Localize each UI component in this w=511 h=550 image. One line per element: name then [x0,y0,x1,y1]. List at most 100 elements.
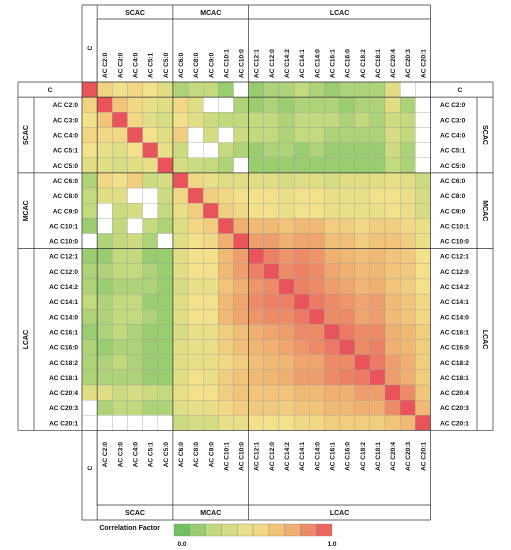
heatmap-cell [233,324,249,340]
heatmap-cell [142,157,158,174]
heatmap-cell [384,233,401,249]
heatmap-cell [218,233,234,249]
axis-labels: C C C C AC C2:0 AC C2:0 AC C2:0 AC C2:0 AC C3:0 A… [48,45,470,471]
heatmap-cell [415,233,431,249]
heatmap-cell [203,203,219,219]
heatmap-cell [203,263,219,280]
heatmap-cell [278,172,295,189]
heatmap-cell [339,339,355,355]
heatmap-cell [157,263,174,280]
heatmap-cell [203,172,219,189]
heatmap-cell [203,187,219,204]
heatmap-cell [324,187,340,204]
heatmap-cell [203,112,219,128]
heatmap-cell [157,112,174,128]
row-label-left: AC C20:3 [49,405,78,412]
heatmap-cell [203,127,219,143]
heatmap-cell [248,293,264,310]
heatmap-cell [324,399,340,416]
heatmap-cell [278,112,295,128]
heatmap-cell [248,81,264,98]
heatmap-cell [203,218,219,234]
heatmap-cell [293,172,310,189]
column-label-bottom: AC C10:1 [223,442,230,471]
heatmap-cell [97,112,113,128]
heatmap-cell [384,97,401,113]
heatmap-cell [369,309,386,325]
heatmap-cell [97,324,113,340]
heatmap-cell [142,112,158,128]
heatmap-cell [127,263,143,280]
heatmap-cell [354,172,371,189]
heatmap-cell [187,263,204,280]
heatmap-cell [309,248,325,264]
heatmap-cell [369,203,386,219]
heatmap-cell [384,339,401,355]
heatmap-cell [339,218,355,234]
heatmap-cell [339,172,355,189]
heatmap-cell [354,248,371,264]
heatmap-cell [369,112,386,128]
heatmap-cell [233,293,249,310]
heatmap-cell [187,384,204,401]
heatmap-cell [233,142,249,158]
heatmap-cell [157,278,174,295]
heatmap-cell [399,399,416,416]
column-label-bottom: AC C12:0 [269,442,276,471]
heatmap-cell [399,203,416,219]
heatmap-cell [354,324,371,340]
heatmap-cell [233,157,249,174]
heatmap-cell [248,157,264,174]
colorbar-swatch [221,523,238,537]
heatmap-cell [384,399,401,416]
heatmap-cell [399,263,416,280]
group-header-right: MCAC [481,200,488,221]
row-label-right: AC C18:2 [440,360,469,367]
heatmap-cell [97,263,113,280]
heatmap-cell [339,142,355,158]
heatmap-cell [97,293,113,310]
heatmap-cell [97,218,113,234]
heatmap-cell [309,97,325,113]
heatmap-cell [187,142,204,158]
heatmap-cell [187,233,204,249]
heatmap-cell [112,309,128,325]
column-label-top: AC C18:2 [360,49,367,78]
heatmap-cell [293,293,310,310]
column-label-top: AC C3:0 [117,52,124,78]
heatmap-cell [172,142,189,158]
heatmap-cell [218,399,234,416]
heatmap-cell [233,248,249,264]
heatmap-cell [112,415,128,431]
heatmap-cell [187,324,204,340]
heatmap-cell [415,263,431,280]
heatmap-cell [354,369,371,386]
column-label-bottom: AC C20:4 [390,442,397,471]
colorbar-max-label: 1.0 [327,541,336,548]
heatmap-cell [187,172,204,189]
heatmap-cell [399,293,416,310]
heatmap-cell [399,218,416,234]
colorbar-swatch [205,523,222,537]
heatmap-cell [172,324,189,340]
heatmap-cell [187,97,204,113]
group-header-right: SCAC [481,125,488,145]
heatmap-cell [309,127,325,143]
heatmap-cell [97,369,113,386]
heatmap-cell [127,369,143,386]
heatmap-cell [309,293,325,310]
heatmap-cell [127,97,143,113]
heatmap-cell [384,187,401,204]
heatmap-cell [324,127,340,143]
heatmap-cell [142,203,158,219]
row-label-left: AC C18:1 [49,375,78,382]
heatmap-cell [187,157,204,174]
heatmap-cell [233,399,249,416]
colorbar-swatch [300,523,317,537]
heatmap-cell [97,97,113,113]
heatmap-cell [248,172,264,189]
row-label-right: AC C14:1 [440,299,469,306]
heatmap-cell [81,218,98,234]
heatmap-cell [384,369,401,386]
